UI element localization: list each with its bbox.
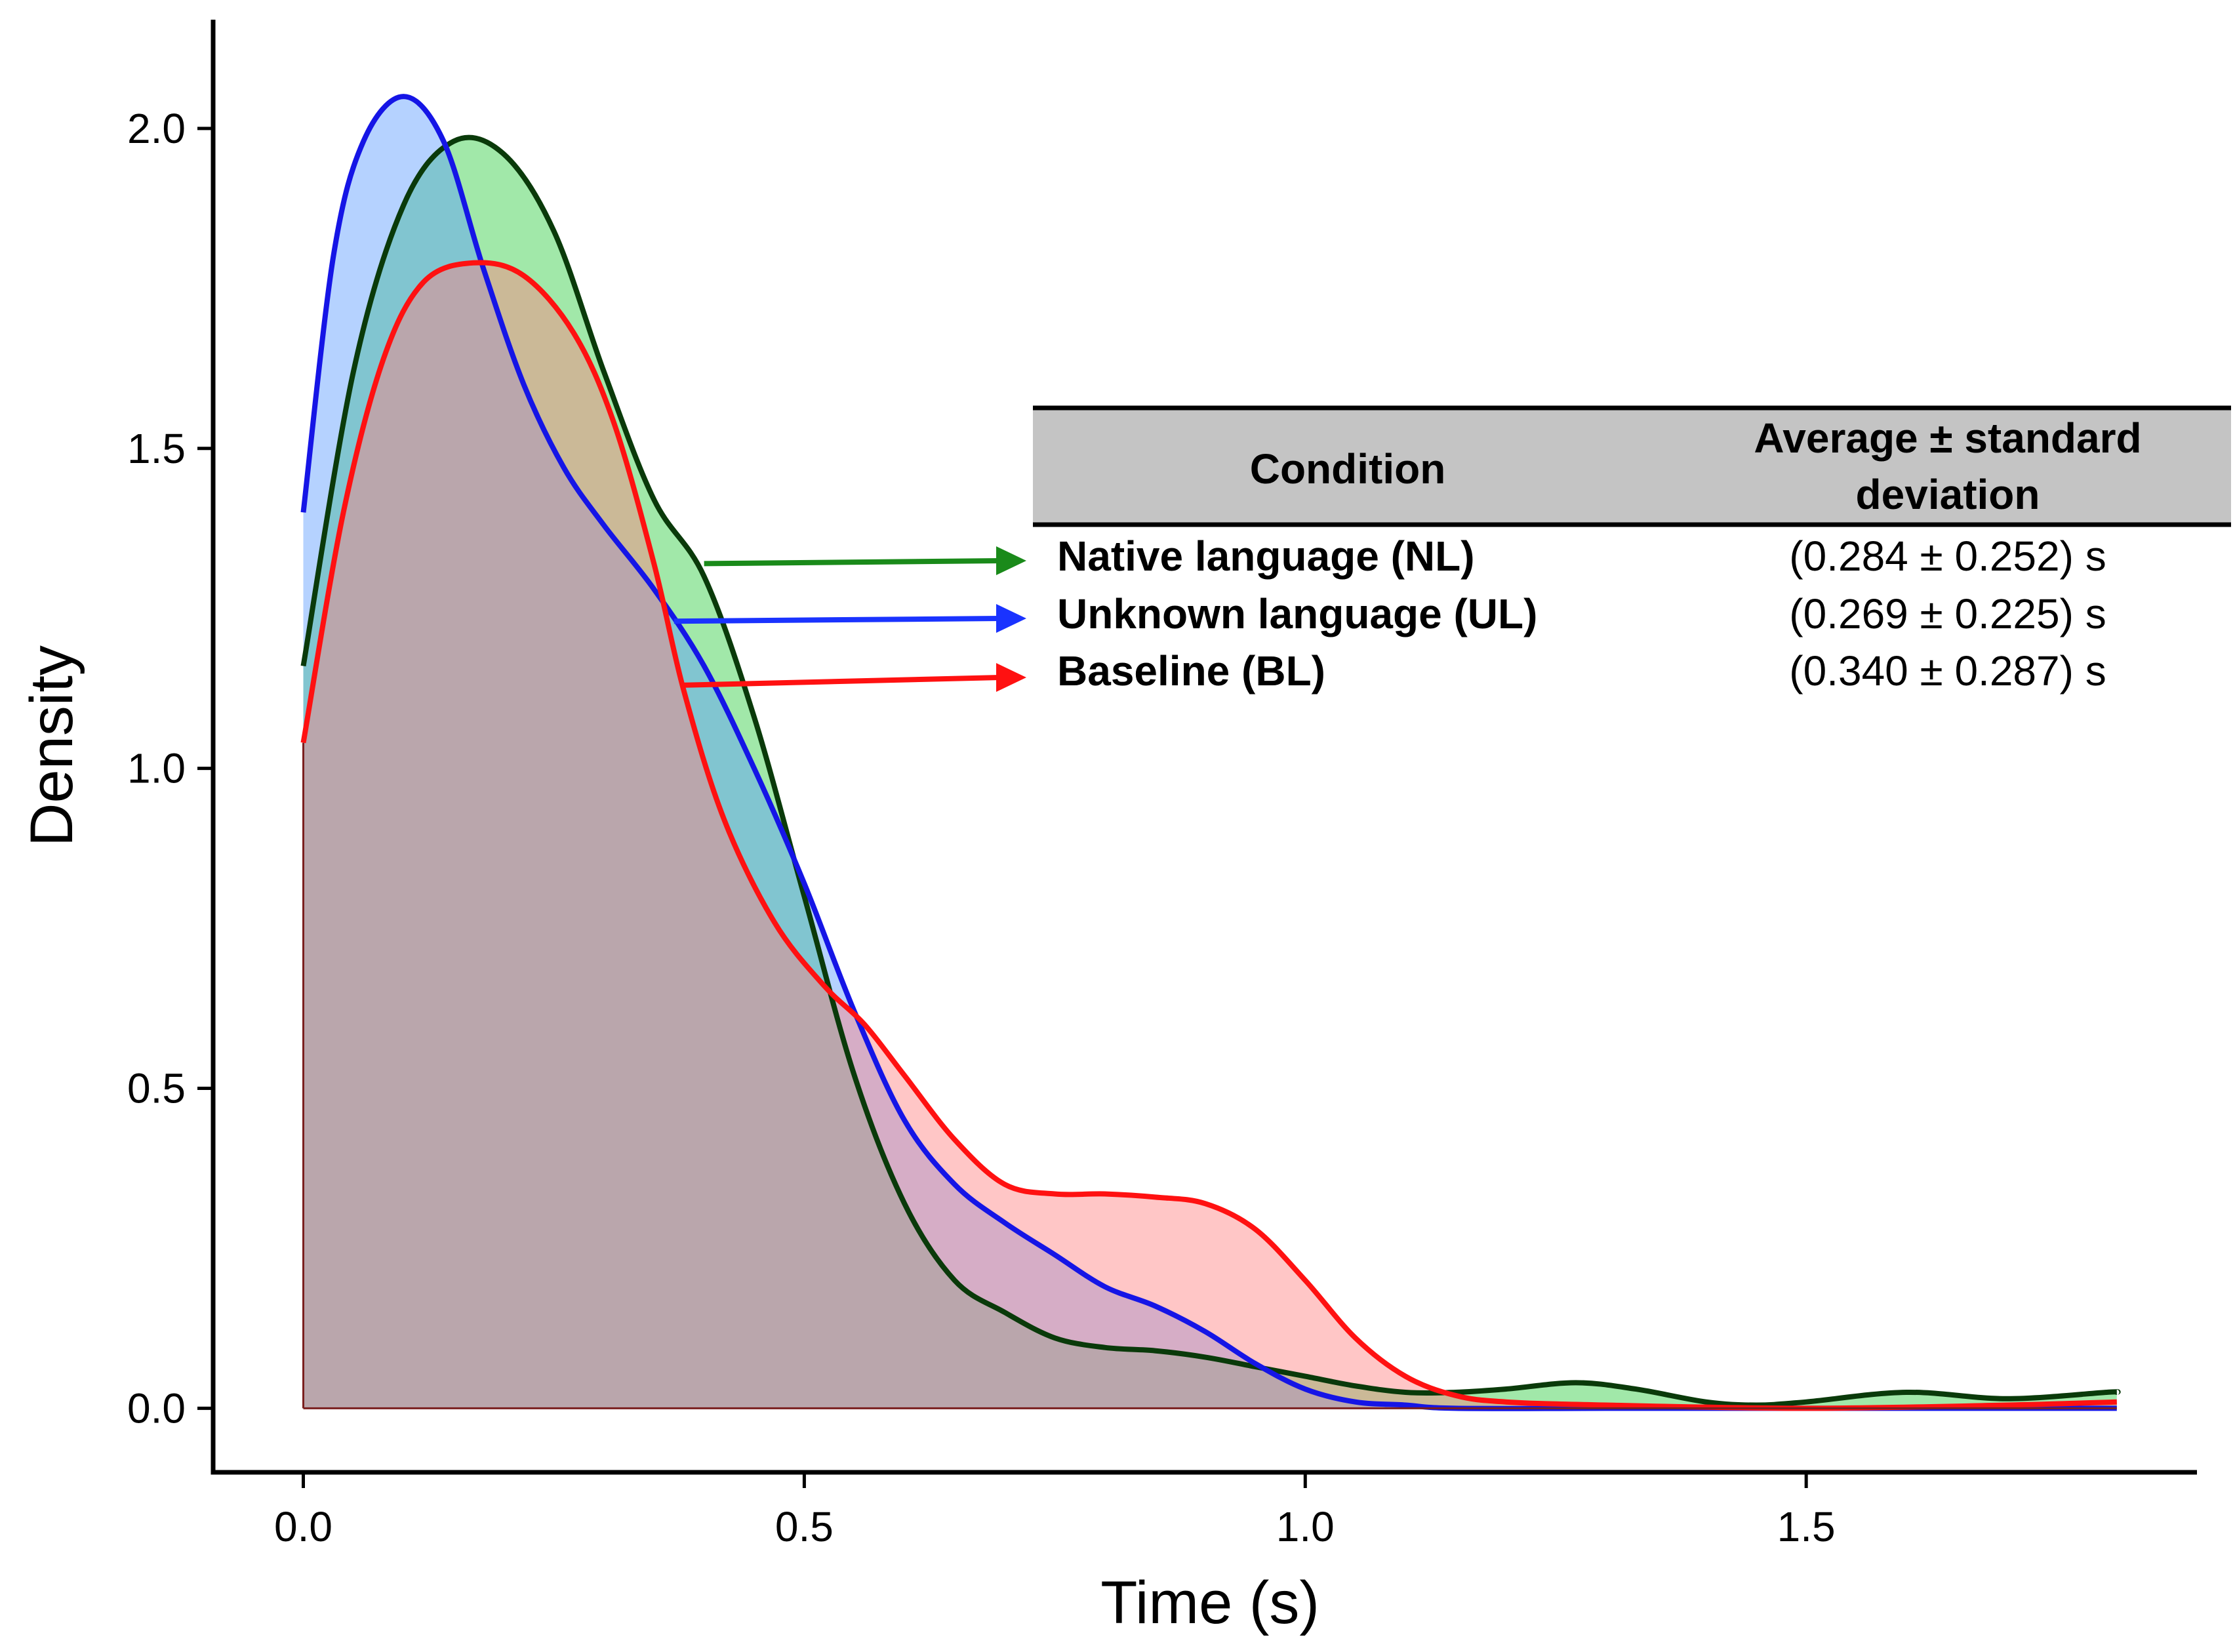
table-rows: Native language (NL) (0.284 ± 0.252) s Unk… xyxy=(1057,533,2106,695)
arrow-head-native-language-nl xyxy=(996,546,1026,575)
table-header-condition: Condition xyxy=(1250,445,1446,493)
density-areas xyxy=(303,96,2118,1409)
y-axis-title: Density xyxy=(18,645,85,847)
x-tick-label: 1.0 xyxy=(1276,1503,1335,1550)
y-tick-label: 0.5 xyxy=(127,1065,186,1112)
area-unknown-language-ul xyxy=(303,96,2117,1409)
table-row-condition: Unknown language (UL) xyxy=(1057,590,1537,637)
y-ticks: 0.0 0.5 1.0 1.5 2.0 xyxy=(127,105,213,1432)
y-tick-label: 0.0 xyxy=(127,1384,186,1432)
table-header-average-line2: deviation xyxy=(1856,471,2040,518)
table-header-background xyxy=(1033,408,2231,523)
arrow-line-baseline-bl xyxy=(683,675,1001,688)
x-ticks: 0.0 0.5 1.0 1.5 xyxy=(274,1472,1836,1550)
axes xyxy=(211,20,2197,1475)
y-tick-label: 2.0 xyxy=(127,105,186,152)
arrow-line-native-language-nl xyxy=(704,558,1001,567)
table-row-value: (0.269 ± 0.225) s xyxy=(1789,590,2106,637)
line-unknown-language-ul xyxy=(300,94,2117,1411)
x-tick-label: 0.5 xyxy=(775,1503,834,1550)
arrow-head-baseline-bl xyxy=(996,663,1026,692)
table-row-condition: Native language (NL) xyxy=(1057,533,1475,580)
area-baseline-bl xyxy=(303,262,2117,1409)
y-tick-label: 1.0 xyxy=(127,745,186,792)
x-tick-label: 1.5 xyxy=(1777,1503,1836,1550)
table-row-value: (0.340 ± 0.287) s xyxy=(1789,647,2106,695)
legend-arrows xyxy=(674,546,1026,692)
table-row-condition: Baseline (BL) xyxy=(1057,647,1325,695)
table-row-value: (0.284 ± 0.252) s xyxy=(1789,533,2106,580)
x-axis-title: Time (s) xyxy=(1100,1569,1319,1636)
table-header-average-line1: Average ± standard xyxy=(1754,414,2141,462)
summary-table: Condition Average ± standard deviation N… xyxy=(1033,405,2231,695)
x-tick-label: 0.0 xyxy=(274,1503,332,1550)
line-native-language-nl xyxy=(300,134,2121,1408)
area-native-language-nl xyxy=(303,137,2118,1409)
line-baseline-bl xyxy=(300,260,2117,1411)
arrow-line-unknown-language-ul xyxy=(674,616,1001,624)
y-tick-label: 1.5 xyxy=(127,425,186,472)
density-lines xyxy=(300,94,2121,1411)
arrow-head-unknown-language-ul xyxy=(996,604,1026,633)
